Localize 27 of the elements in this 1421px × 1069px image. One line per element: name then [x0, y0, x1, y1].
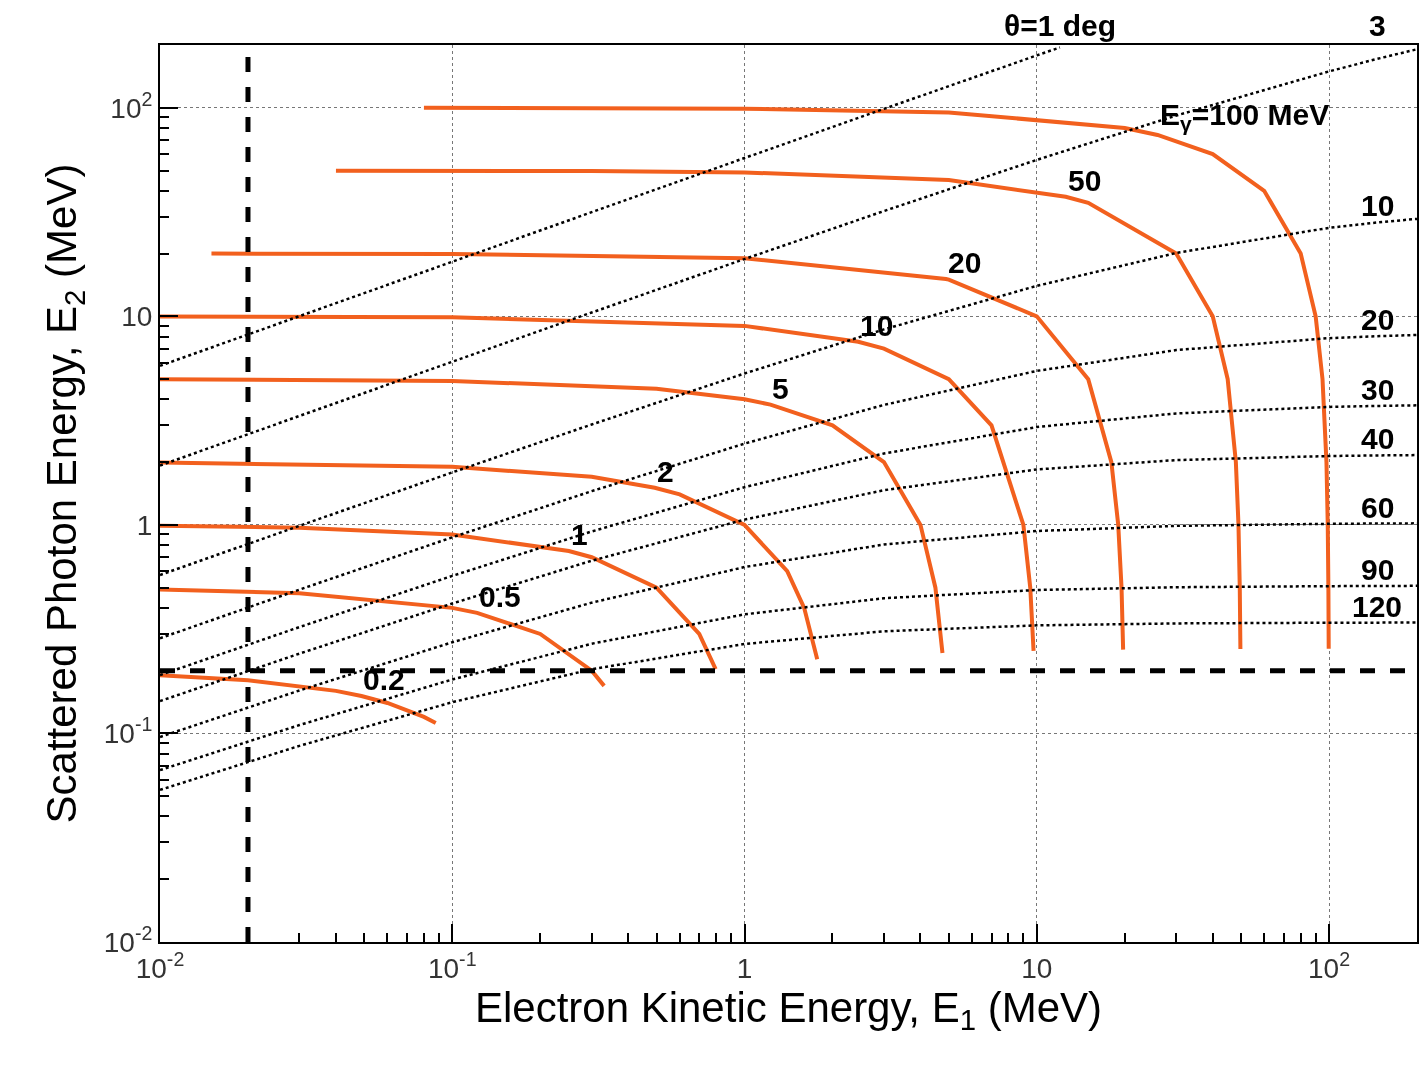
annotation: E$_{γ}$=100 MeV — [1160, 98, 1330, 136]
x-tick-label: 10 — [1021, 952, 1053, 984]
annotation: 30 — [1361, 373, 1395, 406]
annotation: 20 — [948, 246, 982, 279]
annotation: 90 — [1361, 553, 1395, 586]
annotation: 10 — [860, 309, 894, 342]
annotation: 0.5 — [479, 580, 521, 613]
annotation: 50 — [1068, 164, 1102, 197]
y-tick-label: 10$^{2}$ — [110, 87, 153, 124]
x-tick-label: 10$^{-1}$ — [427, 947, 477, 984]
annotation: 40 — [1361, 422, 1395, 455]
annotation: 3 — [1369, 9, 1386, 42]
annotation: 120 — [1352, 590, 1403, 623]
y-tick-label: 10 — [121, 301, 153, 333]
annotation: θ=1 deg — [1004, 9, 1117, 42]
annotation: 1 — [571, 518, 588, 551]
y-tick-label: 1 — [136, 509, 153, 541]
y-tick-label: 10$^{-2}$ — [103, 922, 153, 958]
annotation: 10 — [1361, 189, 1395, 222]
annotation: 5 — [772, 372, 789, 405]
annotation: 2 — [657, 455, 674, 488]
annotation: 60 — [1361, 491, 1395, 524]
y-tick-label: 10$^{-1}$ — [103, 713, 153, 750]
x-axis-title: Electron Kinetic Energy, E$_{1}$ (MeV) — [474, 983, 1103, 1037]
annotation: 20 — [1361, 303, 1395, 336]
x-tick-label: 10$^{2}$ — [1307, 947, 1351, 984]
x-tick-label: 1 — [736, 952, 753, 984]
